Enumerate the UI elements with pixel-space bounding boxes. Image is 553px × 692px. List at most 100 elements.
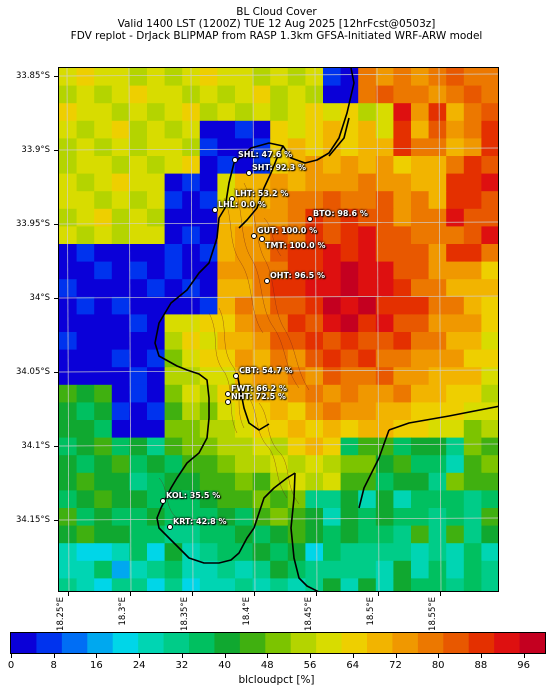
heatmap-cell bbox=[358, 508, 377, 527]
heatmap-cell bbox=[463, 437, 482, 456]
heatmap-cell bbox=[94, 490, 113, 509]
colorbar-swatch bbox=[265, 633, 292, 653]
station-marker[interactable] bbox=[224, 398, 231, 405]
heatmap-cell bbox=[393, 560, 412, 579]
heatmap-cell bbox=[182, 296, 201, 315]
heatmap-cell bbox=[182, 314, 201, 333]
lon-label-text: 18.45°E bbox=[304, 597, 314, 631]
heatmap-cell bbox=[463, 173, 482, 192]
heatmap-cell bbox=[287, 472, 306, 491]
heatmap-cell bbox=[481, 208, 498, 227]
heatmap-cell bbox=[199, 472, 218, 491]
station-marker[interactable] bbox=[224, 390, 231, 397]
map-panel[interactable]: SHL: 47.6 % SHT: 92.3 % LHT: 53.2 % LHL: 0.… bbox=[58, 67, 499, 592]
heatmap-cell bbox=[340, 173, 359, 192]
heatmap-cell bbox=[428, 420, 447, 439]
heatmap-cell bbox=[164, 279, 183, 298]
heatmap-cell bbox=[76, 420, 95, 439]
heatmap-cell bbox=[305, 455, 324, 474]
station-marker[interactable] bbox=[306, 215, 313, 222]
station-marker[interactable] bbox=[250, 232, 257, 239]
lat-label: 33.85°S bbox=[16, 71, 50, 81]
heatmap-cell bbox=[182, 508, 201, 527]
heatmap-cell bbox=[217, 508, 236, 527]
heatmap-cell bbox=[393, 455, 412, 474]
heatmap-cell bbox=[411, 560, 430, 579]
station-marker[interactable] bbox=[263, 277, 270, 284]
colorbar-swatch bbox=[138, 633, 165, 653]
colorbar-tick-label: 16 bbox=[90, 660, 103, 671]
heatmap-cell bbox=[129, 402, 148, 421]
heatmap-cell bbox=[252, 332, 271, 351]
heatmap-cell bbox=[270, 490, 289, 509]
heatmap-cell bbox=[323, 367, 342, 386]
heatmap-cell bbox=[428, 296, 447, 315]
station-marker[interactable] bbox=[258, 235, 265, 242]
heatmap-cell bbox=[305, 208, 324, 227]
heatmap-cell bbox=[164, 332, 183, 351]
station-marker[interactable] bbox=[228, 195, 235, 202]
heatmap-cell bbox=[129, 543, 148, 562]
heatmap-cell bbox=[111, 68, 130, 87]
heatmap-cell bbox=[235, 472, 254, 491]
heatmap-cell bbox=[182, 560, 201, 579]
heatmap-cells bbox=[59, 68, 498, 591]
heatmap-cell bbox=[270, 543, 289, 562]
heatmap-cell bbox=[59, 578, 78, 591]
heatmap-cell bbox=[235, 261, 254, 280]
heatmap-cell bbox=[270, 208, 289, 227]
heatmap-cell bbox=[463, 68, 482, 87]
heatmap-cell bbox=[446, 244, 465, 263]
heatmap-cell bbox=[199, 120, 218, 139]
station-marker[interactable] bbox=[245, 169, 252, 176]
heatmap-cell bbox=[59, 120, 78, 139]
heatmap-cell bbox=[393, 402, 412, 421]
heatmap-cell bbox=[323, 560, 342, 579]
heatmap-cell bbox=[393, 508, 412, 527]
heatmap-cell bbox=[428, 332, 447, 351]
heatmap-cell bbox=[428, 525, 447, 544]
heatmap-cell bbox=[199, 68, 218, 87]
heatmap-cell bbox=[463, 226, 482, 245]
heatmap-cell bbox=[199, 508, 218, 527]
heatmap-cell bbox=[287, 314, 306, 333]
heatmap-cell bbox=[375, 578, 394, 591]
lon-label-text: 18.3°E bbox=[118, 597, 128, 626]
heatmap-cell bbox=[252, 384, 271, 403]
heatmap-cell bbox=[446, 296, 465, 315]
heatmap-cell bbox=[287, 138, 306, 157]
heatmap-cell bbox=[94, 138, 113, 157]
heatmap-cell bbox=[147, 437, 166, 456]
heatmap-cell bbox=[217, 525, 236, 544]
colorbar-tick-label: 96 bbox=[517, 660, 530, 671]
heatmap-cell bbox=[323, 578, 342, 591]
heatmap-cell bbox=[340, 156, 359, 175]
station-marker[interactable] bbox=[159, 497, 166, 504]
station-marker[interactable] bbox=[232, 372, 239, 379]
heatmap-cell bbox=[270, 367, 289, 386]
station-marker[interactable] bbox=[166, 523, 173, 530]
heatmap-cell bbox=[305, 525, 324, 544]
heatmap-cell bbox=[147, 244, 166, 263]
heatmap-cell bbox=[463, 191, 482, 210]
heatmap-cell bbox=[340, 402, 359, 421]
heatmap-cell bbox=[94, 279, 113, 298]
station-marker[interactable] bbox=[211, 206, 218, 213]
heatmap-cell bbox=[94, 120, 113, 139]
heatmap-cell bbox=[147, 279, 166, 298]
heatmap-cell bbox=[199, 191, 218, 210]
colorbar-swatch bbox=[87, 633, 114, 653]
heatmap-cell bbox=[252, 191, 271, 210]
station-marker[interactable] bbox=[231, 156, 238, 163]
heatmap-cell bbox=[287, 68, 306, 87]
heatmap-cell bbox=[287, 244, 306, 263]
heatmap-cell bbox=[375, 455, 394, 474]
colorbar-tick-label: 40 bbox=[218, 660, 231, 671]
heatmap-cell bbox=[446, 138, 465, 157]
heatmap-cell bbox=[252, 455, 271, 474]
lon-label-text: 18.4°E bbox=[242, 597, 252, 626]
heatmap-cell bbox=[428, 472, 447, 491]
heatmap-cell bbox=[270, 191, 289, 210]
heatmap-cell bbox=[270, 437, 289, 456]
station-label: TMT: 100.0 % bbox=[265, 241, 326, 250]
